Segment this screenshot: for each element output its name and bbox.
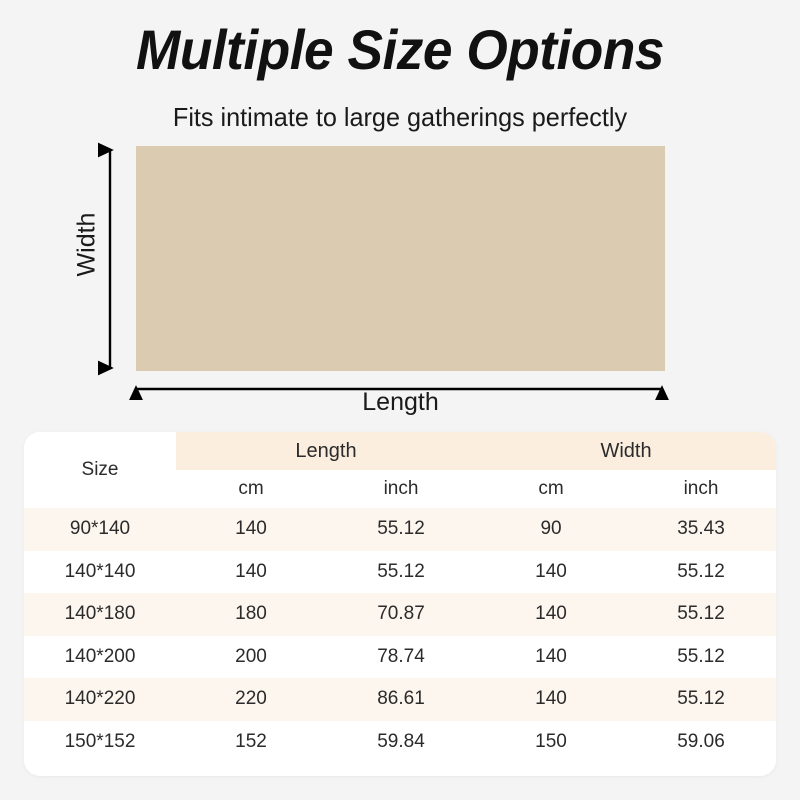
cell-width-inch: 55.12 [626, 635, 776, 678]
cell-length-cm: 180 [176, 593, 326, 636]
cell-width-inch: 55.12 [626, 593, 776, 636]
cell-length-inch: 55.12 [326, 550, 477, 593]
cell-size: 140*200 [24, 635, 176, 678]
table-row: 150*152 152 59.84 150 59.06 [24, 720, 776, 763]
cell-length-inch: 59.84 [326, 720, 477, 763]
cell-width-inch: 55.12 [626, 550, 776, 593]
size-chart-table: Size Length Width cm inch cm inch 90*140… [24, 432, 776, 763]
table-head: Size Length Width cm inch cm inch [24, 432, 776, 508]
column-header-length-inch: inch [326, 470, 477, 508]
cell-length-inch: 78.74 [326, 635, 477, 678]
table-row: 140*140 140 55.12 140 55.12 [24, 550, 776, 593]
cell-length-cm: 140 [176, 550, 326, 593]
cell-size: 140*140 [24, 550, 176, 593]
column-header-width-inch: inch [626, 470, 776, 508]
fabric-swatch-rectangle [136, 146, 665, 371]
table-row: 140*200 200 78.74 140 55.12 [24, 635, 776, 678]
table-row: 90*140 140 55.12 90 35.43 [24, 508, 776, 551]
cell-length-inch: 55.12 [326, 508, 477, 551]
column-group-header-length: Length [176, 432, 477, 470]
table-row: 140*180 180 70.87 140 55.12 [24, 593, 776, 636]
cell-length-inch: 70.87 [326, 593, 477, 636]
column-header-length-cm: cm [176, 470, 326, 508]
cell-width-inch: 59.06 [626, 720, 776, 763]
column-header-size: Size [24, 432, 176, 508]
cell-size: 150*152 [24, 720, 176, 763]
cell-size: 140*180 [24, 593, 176, 636]
table-row: 140*220 220 86.61 140 55.12 [24, 678, 776, 721]
width-axis-label: Width [72, 212, 101, 277]
column-group-header-width: Width [476, 432, 776, 470]
length-axis-label: Length [362, 388, 439, 416]
table-group-header-row: Size Length Width [24, 432, 776, 508]
length-dimension-arrow-icon [126, 385, 672, 400]
cell-width-cm: 150 [476, 720, 627, 763]
table-unit-header-row: cm inch cm inch [24, 470, 776, 508]
cell-size: 140*220 [24, 678, 176, 721]
cell-width-cm: 140 [476, 635, 627, 678]
cell-length-cm: 140 [176, 508, 326, 551]
column-header-width-cm: cm [476, 470, 627, 508]
width-dimension-arrow-icon [98, 140, 114, 378]
cell-length-inch: 86.61 [326, 678, 477, 721]
header-block: Multiple Size Options Fits intimate to l… [0, 0, 800, 132]
cell-width-cm: 140 [476, 593, 627, 636]
cell-length-cm: 220 [176, 678, 326, 721]
page-title: Multiple Size Options [136, 18, 664, 81]
cell-width-cm: 90 [476, 508, 627, 551]
cell-width-inch: 35.43 [626, 508, 776, 551]
size-diagram: Width Length [0, 130, 800, 430]
cell-width-inch: 55.12 [626, 678, 776, 721]
page-subtitle: Fits intimate to large gatherings perfec… [172, 102, 628, 132]
size-chart-card: Size Length Width cm inch cm inch 90*140… [24, 432, 776, 776]
cell-length-cm: 200 [176, 635, 326, 678]
cell-width-cm: 140 [476, 678, 627, 721]
table-body: 90*140 140 55.12 90 35.43 140*140 140 55.12 140 5… [24, 508, 776, 763]
cell-width-cm: 140 [476, 550, 627, 593]
cell-length-cm: 152 [176, 720, 326, 763]
cell-size: 90*140 [24, 508, 176, 551]
